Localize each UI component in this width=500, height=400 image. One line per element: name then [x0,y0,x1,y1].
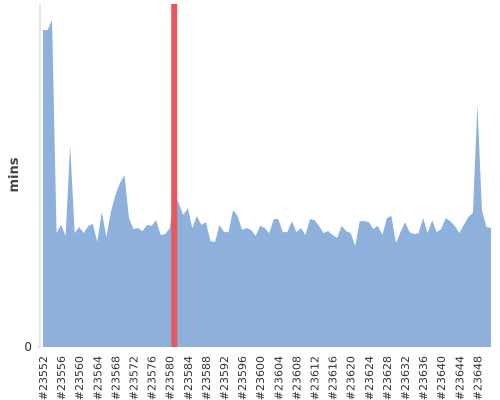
x-tick-label: #23636 [417,356,430,400]
x-tick-label: #23648 [471,356,484,400]
x-tick-label: #23552 [37,356,50,400]
area [43,20,491,347]
x-tick-label: #23628 [381,356,394,400]
x-tick-label: #23568 [109,356,122,400]
x-tick-label: #23632 [399,356,412,400]
x-tick-label: #23604 [272,356,285,400]
x-tick-label: #23600 [254,356,267,400]
x-tick-label: #23580 [164,356,177,400]
x-tick-label: #23576 [146,356,159,400]
x-tick-label: #23620 [345,356,358,400]
x-tick-label: #23640 [435,356,448,400]
x-tick-label: #23624 [363,356,376,400]
y-axis-label: mins [7,157,22,192]
x-tick-label: #23588 [200,356,213,400]
x-tick-label: #23608 [290,356,303,400]
x-tick-label: #23564 [91,356,104,400]
x-tick-label: #23572 [128,356,141,400]
x-tick-label: #23596 [236,356,249,400]
x-tick-label: #23592 [218,356,231,400]
x-tick-label: #23612 [309,356,322,400]
x-tick-label: #23616 [327,356,340,400]
highlight-marker [171,4,178,347]
x-tick-label: #23644 [453,356,466,400]
x-tick-label: #23556 [55,356,68,400]
y-tick-label: 0 [24,340,32,354]
x-tick-label: #23584 [182,356,195,400]
x-tick-label: #23560 [73,356,86,400]
